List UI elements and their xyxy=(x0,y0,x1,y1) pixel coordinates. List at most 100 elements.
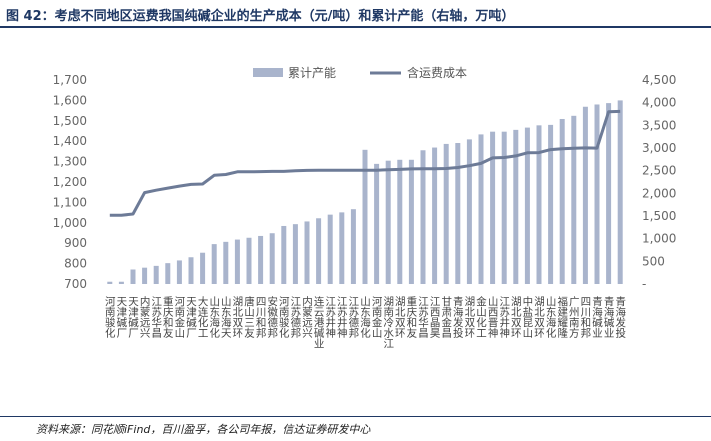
capacity-bar xyxy=(513,129,519,284)
right-tick-label: 1,000 xyxy=(642,232,676,246)
left-tick-label: 1,500 xyxy=(53,114,87,128)
capacity-bar xyxy=(188,257,194,284)
capacity-bar xyxy=(594,104,600,284)
bars xyxy=(107,100,623,285)
capacity-bar xyxy=(606,103,612,285)
capacity-bar xyxy=(490,131,496,284)
capacity-bar xyxy=(524,127,530,284)
title-rule xyxy=(0,26,711,28)
capacity-bar xyxy=(292,224,298,284)
capacity-bar xyxy=(118,281,124,284)
capacity-bar xyxy=(362,149,368,284)
x-tick-label: 江苏华昌 xyxy=(417,296,429,339)
capacity-bar xyxy=(455,143,461,284)
x-tick-label: 四川和邦 xyxy=(579,296,591,339)
x-tick-label: 河南金山 xyxy=(173,296,185,338)
capacity-bar xyxy=(130,269,136,284)
left-tick-label: 1,700 xyxy=(53,73,87,87)
left-tick-label: 900 xyxy=(64,236,87,250)
x-tick-label: 山东海化 xyxy=(545,296,557,339)
chart: 700 800 900 1,000 1,100 1,200 1,300 1,400 1,500 1… xyxy=(53,65,677,349)
right-tick-label: - xyxy=(642,277,646,291)
capacity-bar xyxy=(571,115,577,285)
x-tick-label: 江苏德邦 xyxy=(347,296,359,339)
x-tick-label: 青海碱业 xyxy=(591,295,603,338)
right-tick-label: 1,500 xyxy=(642,209,676,223)
x-tick-label: 湖北双环 xyxy=(394,296,406,339)
capacity-bar xyxy=(339,212,345,284)
x-tick-label: 山东海化 xyxy=(208,296,220,339)
x-tick-label: 重庆和友 xyxy=(405,295,417,339)
capacity-bar xyxy=(316,218,322,284)
x-tick-label: 内蒙远兴 xyxy=(139,295,151,339)
capacity-bar xyxy=(408,159,414,284)
x-tick-label: 河南金山 xyxy=(371,296,383,338)
x-tick-label: 青海发投 xyxy=(452,295,464,339)
right-tick-label: 500 xyxy=(642,254,665,268)
capacity-bar xyxy=(107,281,113,284)
figure-title: 图 42：考虑不同地区运费我国纯碱企业的生产成本（元/吨）和累计产能（右轴，万吨… xyxy=(6,9,515,24)
left-tick-label: 1,300 xyxy=(53,155,87,169)
x-tick-label: 四川和邦 xyxy=(255,296,267,339)
cost-line xyxy=(109,109,621,217)
x-tick-label: 湖北双环 xyxy=(533,296,545,339)
capacity-bar xyxy=(304,221,310,284)
capacity-bar xyxy=(536,125,542,284)
x-tick-label: 唐山三友 xyxy=(243,295,255,339)
capacity-bar xyxy=(153,265,159,284)
x-tick-label: 山东海天 xyxy=(220,296,232,339)
x-tick-label: 河南骏化 xyxy=(104,296,116,339)
x-tick-label: 连云港碱业 xyxy=(313,295,325,348)
x-tick-label: 江苏井神 xyxy=(498,296,510,339)
x-tick-label: 湖北双环 xyxy=(463,296,475,339)
legend: 累计产能 含运费成本 xyxy=(253,65,467,80)
x-tick-label: 湖南冷水江 xyxy=(382,296,394,349)
legend-swatch-bar xyxy=(253,68,283,77)
capacity-bar xyxy=(281,225,287,284)
x-tick-label: 江苏井神 xyxy=(336,296,348,339)
capacity-bar xyxy=(466,139,472,284)
x-tick-label: 江苏华昌 xyxy=(150,296,162,339)
x-tick-label: 青海发投 xyxy=(614,295,626,339)
right-tick-label: 3,500 xyxy=(642,118,676,132)
left-tick-label: 1,000 xyxy=(53,216,87,230)
x-tick-label: 山西晋神 xyxy=(487,296,499,339)
right-tick-label: 4,500 xyxy=(642,73,676,87)
left-tick-label: 1,100 xyxy=(53,195,87,209)
x-tick-label: 江西晶昊 xyxy=(429,296,441,339)
capacity-bar xyxy=(397,159,403,284)
capacity-bar xyxy=(501,131,507,284)
capacity-bar xyxy=(432,147,438,284)
capacity-bar xyxy=(258,235,264,284)
x-tick-label: 青海碱业 xyxy=(603,295,615,338)
left-tick-label: 1,600 xyxy=(53,93,87,107)
source-note: 资料来源：同花顺iFind，百川盈孚，各公司年报，信达证券研发中心 xyxy=(36,423,371,436)
left-tick-label: 700 xyxy=(64,277,87,291)
right-tick-label: 2,500 xyxy=(642,164,676,178)
capacity-bar xyxy=(385,160,391,284)
capacity-bar xyxy=(269,233,275,284)
x-tick-label: 金山化工 xyxy=(475,295,487,338)
right-tick-label: 4,000 xyxy=(642,96,676,110)
capacity-bar xyxy=(443,143,449,284)
x-tick-label: 广州南方 xyxy=(568,296,580,339)
left-tick-label: 1,400 xyxy=(53,134,87,148)
x-tick-label: 山东海化 xyxy=(359,296,371,339)
capacity-bar xyxy=(617,100,623,285)
capacity-bar xyxy=(350,209,356,284)
x-tick-label: 天津碱厂 xyxy=(127,296,139,339)
x-tick-label: 中盐昆山 xyxy=(521,295,533,338)
capacity-bar xyxy=(165,263,171,284)
x-tick-label: 重庆和友 xyxy=(162,295,174,339)
capacity-bar xyxy=(176,260,182,284)
x-tick-label: 江苏井神 xyxy=(324,296,336,339)
right-axis: - 500 1,000 1,500 2,000 2,500 3,000 3,500 4,000 4… xyxy=(642,73,676,291)
x-tick-label: 江苏德邦 xyxy=(289,296,301,339)
x-tick-label: 福建耀隆 xyxy=(556,295,568,338)
x-axis-labels: 河南骏化 天津碱厂 天津碱厂 内蒙远兴 江苏华昌 重庆和友 河南金山 天津碱厂 大连化工 山东海化… xyxy=(104,295,626,348)
right-tick-label: 2,000 xyxy=(642,186,676,200)
capacity-bar xyxy=(327,214,333,284)
x-tick-label: 河南骏化 xyxy=(278,296,290,339)
x-tick-label: 湖北双环 xyxy=(510,296,522,339)
capacity-bar xyxy=(420,150,426,284)
